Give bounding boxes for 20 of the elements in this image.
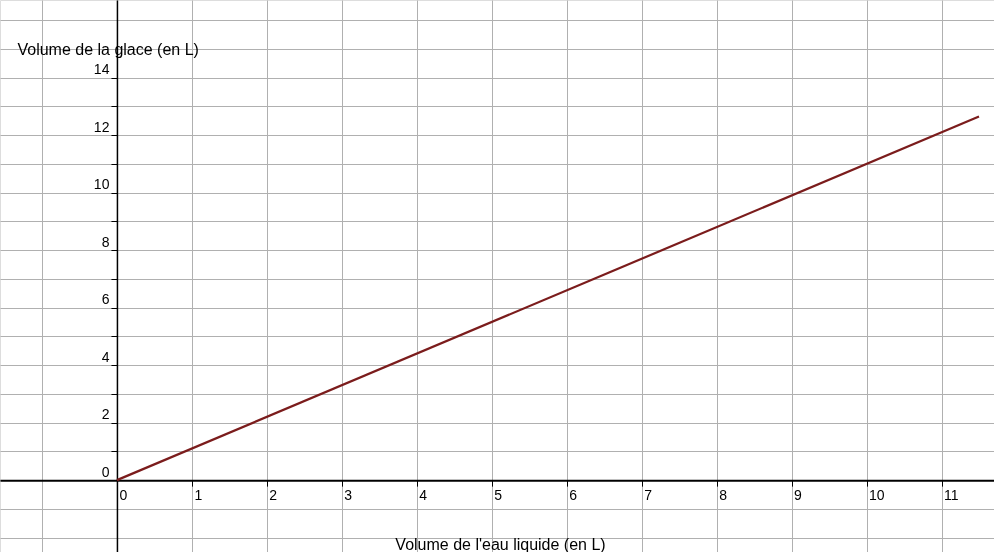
y-tick-label: 8	[101, 233, 110, 250]
x-tick-label: 11	[944, 486, 959, 503]
y-tick-label: 14	[93, 61, 110, 78]
y-tick-label: 0	[101, 463, 110, 480]
x-tick-label: 4	[419, 486, 428, 503]
x-tick-label: 1	[194, 486, 203, 503]
x-tick-label: 5	[494, 486, 503, 503]
y-tick-label: 10	[93, 176, 110, 193]
x-tick-label: 7	[644, 486, 653, 503]
y-tick-label: 4	[101, 348, 110, 365]
x-tick-label: 6	[569, 486, 578, 503]
x-tick-label: 10	[869, 486, 885, 503]
y-tick-label: 12	[93, 118, 110, 135]
x-tick-label: 3	[344, 486, 353, 503]
x-tick-label: 2	[269, 486, 278, 503]
y-tick-label: 6	[101, 291, 110, 308]
x-tick-label: 9	[794, 486, 803, 503]
x-tick-label: 0	[119, 486, 128, 503]
x-tick-label: 8	[719, 486, 728, 503]
y-tick-label: 2	[101, 406, 110, 423]
